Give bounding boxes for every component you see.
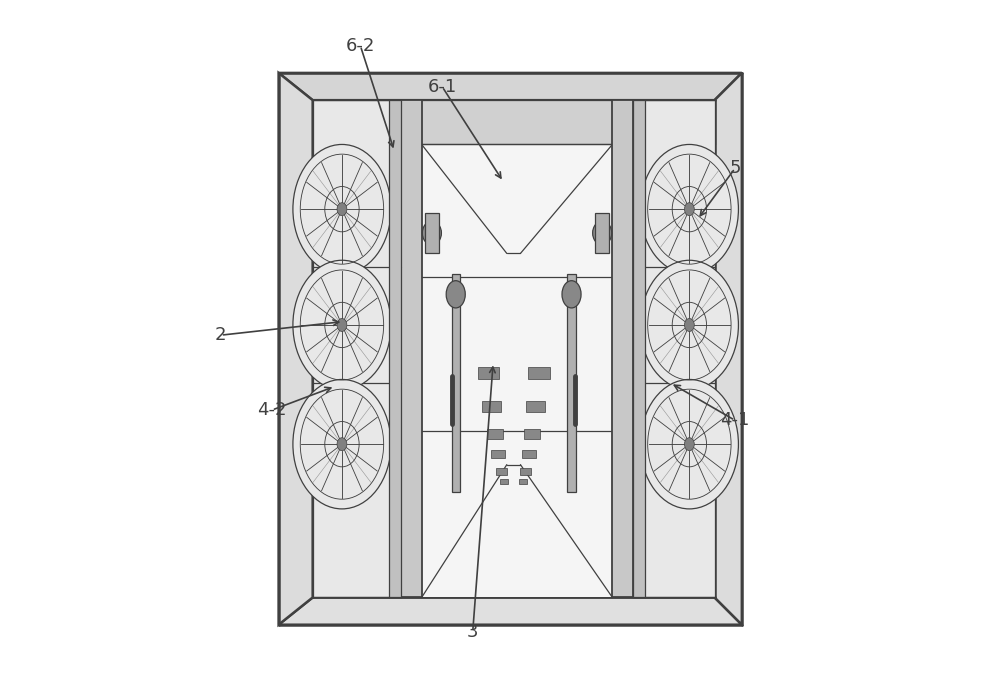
Polygon shape	[313, 100, 401, 597]
Polygon shape	[633, 100, 715, 597]
Bar	[478, 367, 499, 379]
Bar	[482, 402, 501, 412]
Polygon shape	[633, 100, 645, 597]
Polygon shape	[313, 100, 715, 144]
Polygon shape	[715, 73, 742, 624]
Polygon shape	[279, 73, 742, 100]
Polygon shape	[452, 274, 460, 492]
Ellipse shape	[337, 202, 347, 215]
Text: 6-2: 6-2	[346, 37, 375, 55]
Ellipse shape	[422, 221, 441, 245]
Bar	[526, 402, 545, 412]
Ellipse shape	[640, 380, 738, 509]
Text: 3: 3	[467, 622, 479, 640]
Bar	[519, 479, 527, 484]
Ellipse shape	[293, 380, 391, 509]
Ellipse shape	[593, 221, 612, 245]
Bar	[425, 213, 439, 253]
Ellipse shape	[337, 438, 347, 451]
Ellipse shape	[640, 144, 738, 274]
Text: 5: 5	[729, 159, 741, 177]
Bar	[500, 479, 508, 484]
Ellipse shape	[446, 280, 465, 308]
Bar	[487, 429, 503, 438]
Bar	[528, 367, 550, 379]
Bar	[520, 468, 531, 475]
Bar	[522, 450, 536, 458]
Ellipse shape	[562, 280, 581, 308]
Ellipse shape	[337, 319, 347, 332]
Ellipse shape	[684, 319, 694, 332]
Ellipse shape	[684, 438, 694, 451]
Polygon shape	[279, 597, 742, 624]
Bar	[595, 213, 609, 253]
Polygon shape	[612, 100, 633, 597]
Ellipse shape	[293, 144, 391, 274]
Polygon shape	[401, 100, 422, 597]
Text: 4-1: 4-1	[720, 411, 750, 430]
Ellipse shape	[640, 260, 738, 390]
Text: 2: 2	[215, 326, 226, 344]
Bar	[524, 429, 540, 438]
Bar	[496, 468, 507, 475]
Polygon shape	[567, 274, 576, 492]
Text: 6-1: 6-1	[427, 77, 457, 96]
Ellipse shape	[293, 260, 391, 390]
Polygon shape	[422, 101, 612, 597]
Ellipse shape	[684, 202, 694, 215]
Text: 4-2: 4-2	[257, 401, 287, 419]
Polygon shape	[389, 100, 401, 597]
Polygon shape	[279, 73, 313, 624]
Bar	[491, 450, 505, 458]
